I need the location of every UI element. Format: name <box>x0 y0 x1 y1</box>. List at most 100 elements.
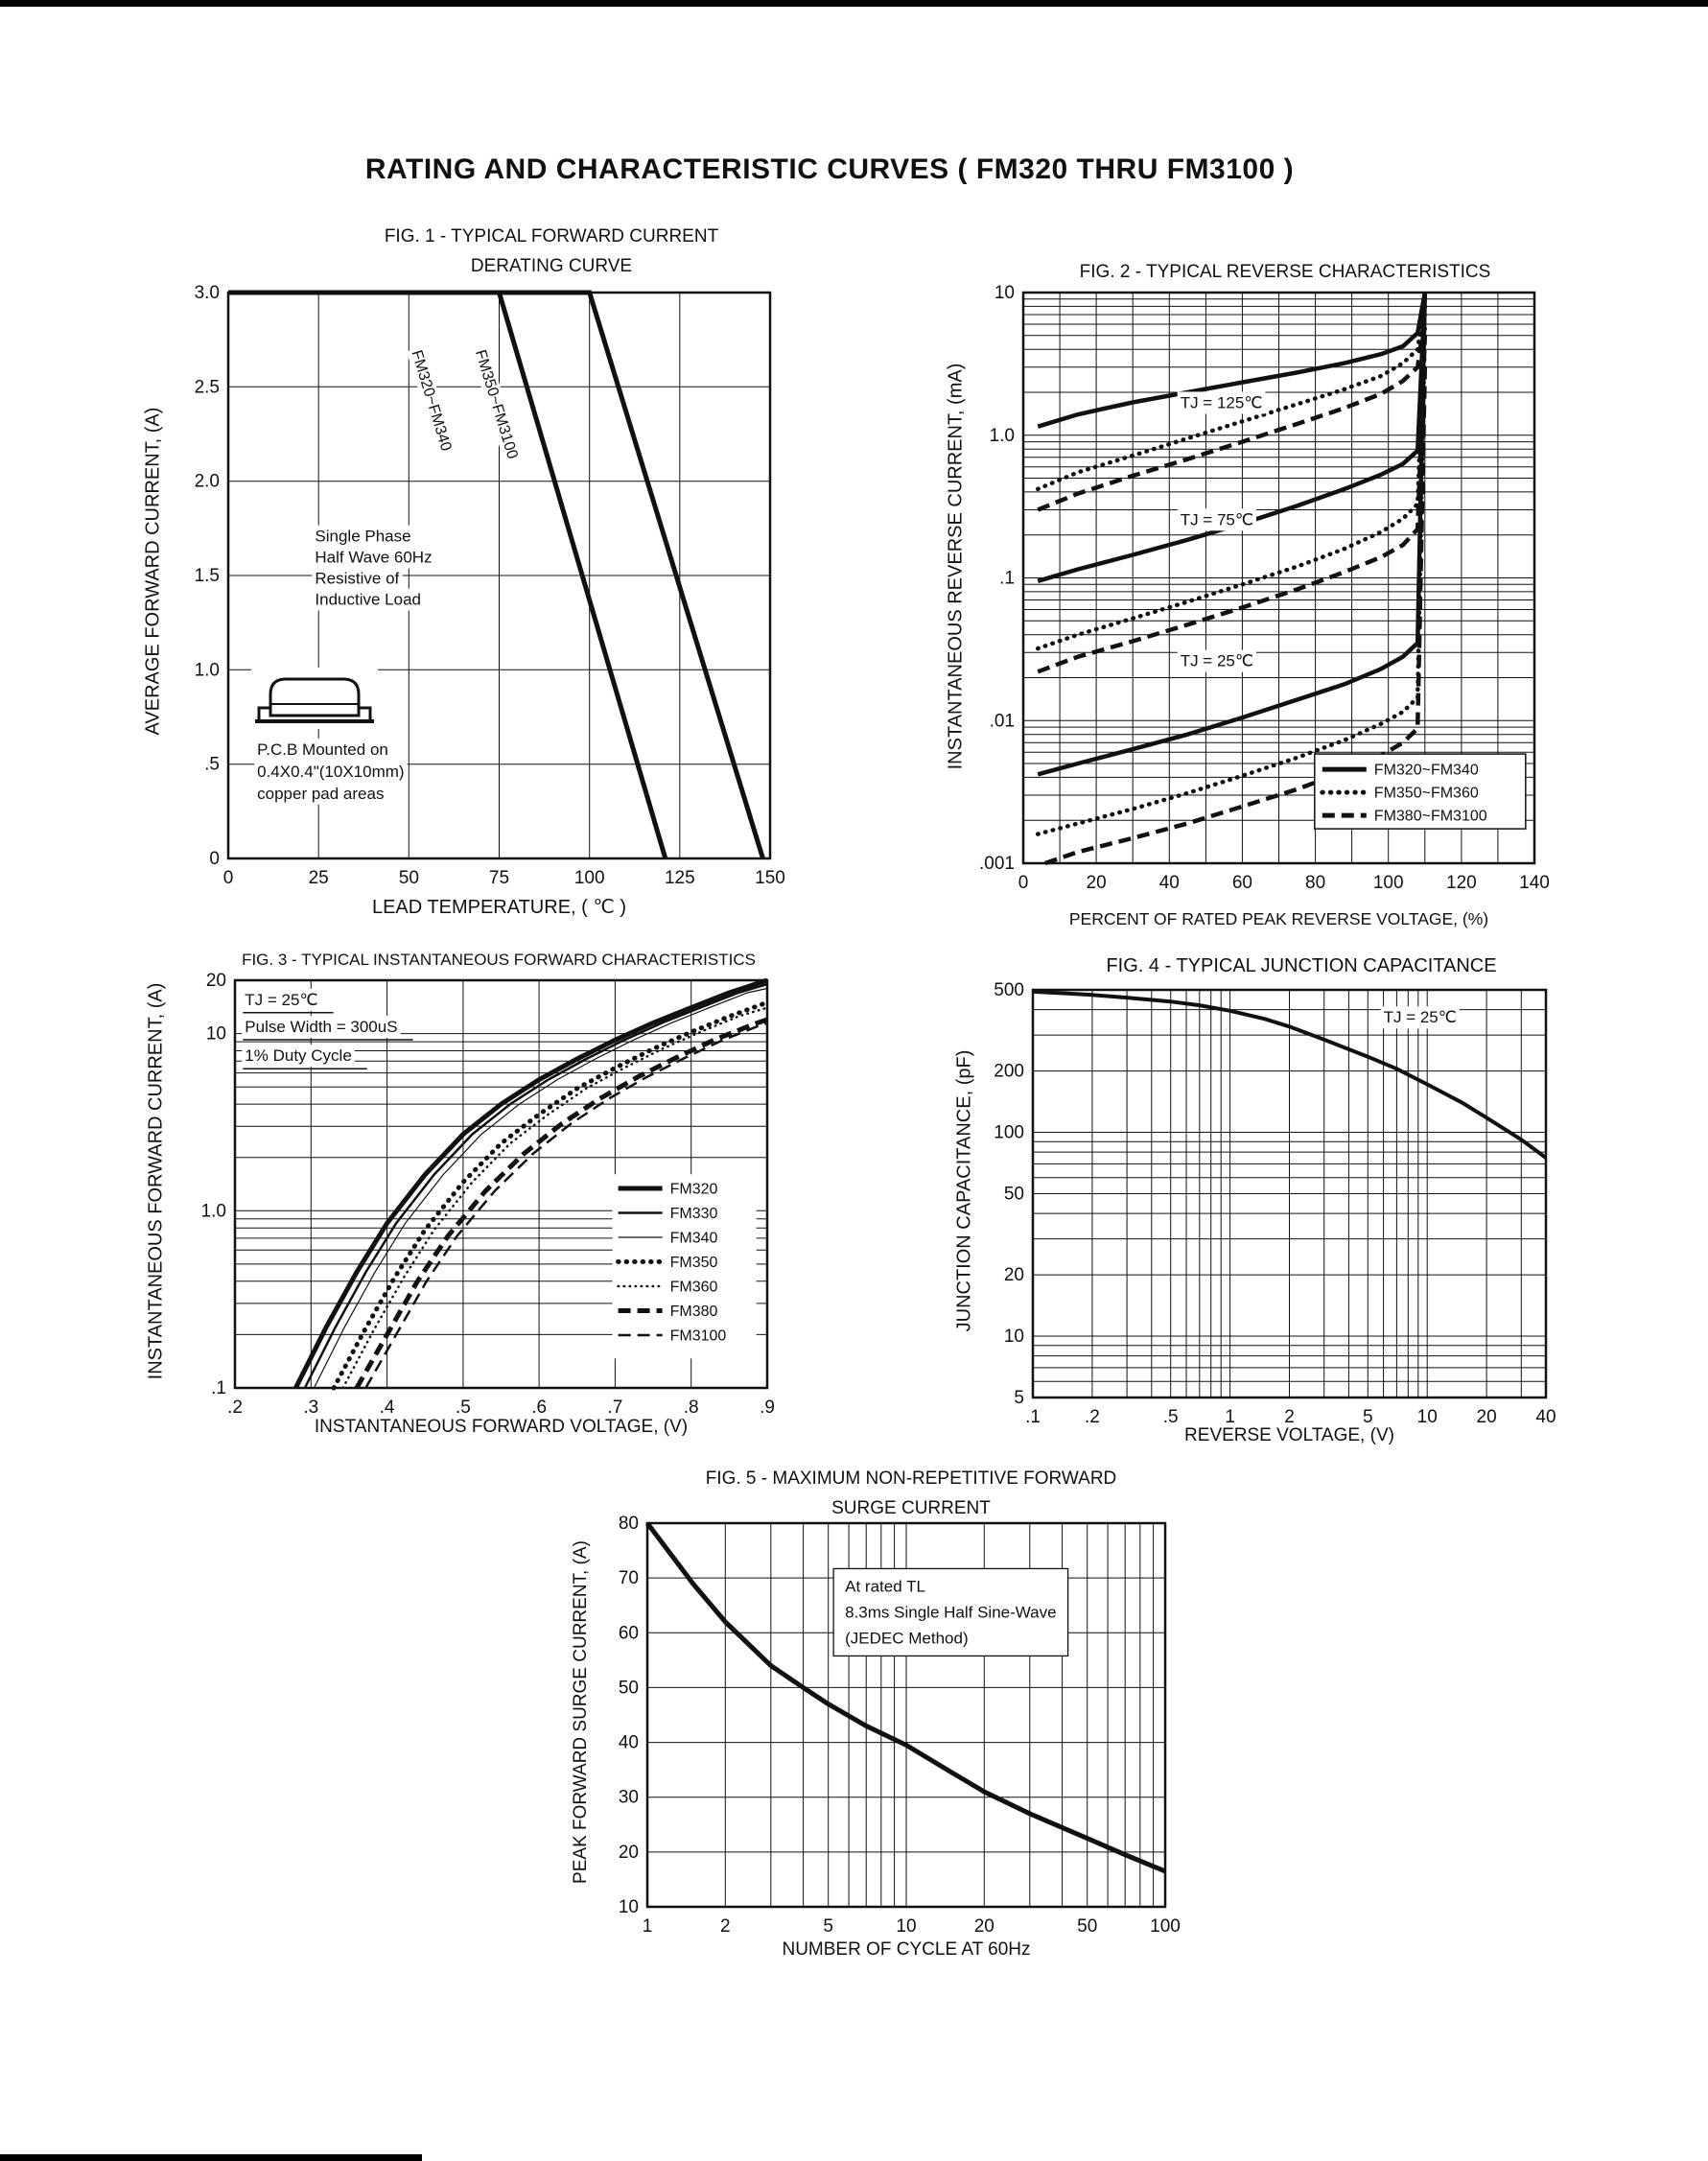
annotation: At rated TL 8.3ms Single Half Sine-Wave (J… <box>832 1567 1069 1657</box>
series-fm320 <box>293 977 768 1390</box>
svg-text:.1: .1 <box>1025 1407 1041 1427</box>
figure-3-title: FIG. 3 - TYPICAL INSTANTANEOUS FORWARD C… <box>182 945 815 975</box>
annotation: TJ = 25℃ <box>242 988 334 1014</box>
svg-text:.2: .2 <box>227 1398 243 1418</box>
series-surge-current <box>645 1521 1166 1874</box>
svg-text:150: 150 <box>755 868 785 888</box>
svg-text:40: 40 <box>1159 873 1180 893</box>
package-outline-icon <box>251 668 378 729</box>
svg-text:.7: .7 <box>607 1398 622 1418</box>
tick-labels: .1 .2 .5 1 2 5 10 20 40 500 200 100 50 20 10 5 <box>994 980 1556 1427</box>
svg-text:.3: .3 <box>303 1398 318 1418</box>
svg-text:80: 80 <box>619 1514 639 1534</box>
annotation: Single Phase Half Wave 60Hz Resistive of In… <box>312 525 435 611</box>
series-fm350-fm360-tj-25c <box>1035 321 1428 836</box>
series-fm350-fm360-tj-125c <box>1035 296 1428 492</box>
tick-labels: 0 20 40 60 80 100 120 140 10 1.0 .1 .01 .001 <box>979 283 1550 893</box>
figure-5-x-axis-label: NUMBER OF CYCLE AT 60Hz <box>782 1939 1031 1960</box>
svg-text:Half Wave 60Hz: Half Wave 60Hz <box>315 549 432 567</box>
annotation: 1% Duty Cycle <box>242 1045 367 1069</box>
svg-text:20: 20 <box>1004 1265 1024 1285</box>
svg-text:FM320~FM340: FM320~FM340 <box>408 348 454 453</box>
svg-text:10: 10 <box>206 1024 226 1045</box>
series-fm350-fm3100 <box>228 290 765 859</box>
series-fm320-fm340-tj-75c <box>1037 292 1428 583</box>
series-fm3100 <box>364 1022 768 1389</box>
svg-text:0: 0 <box>1018 873 1029 893</box>
annotation: Pulse Width = 300uS <box>242 1016 413 1041</box>
svg-text:20: 20 <box>974 1916 994 1937</box>
svg-text:0.4X0.4"(10X10mm): 0.4X0.4"(10X10mm) <box>257 763 404 781</box>
svg-text:40: 40 <box>619 1733 639 1753</box>
svg-text:100: 100 <box>574 868 605 888</box>
svg-text:80: 80 <box>1305 873 1325 893</box>
svg-text:50: 50 <box>619 1678 639 1698</box>
svg-text:.01: .01 <box>990 711 1015 731</box>
annotation: TJ = 75℃ <box>1177 508 1256 531</box>
svg-text:.8: .8 <box>684 1398 699 1418</box>
tick-labels: .2 .3 .4 .5 .6 .7 .8 .9 20 10 1.0 .1 <box>201 971 775 1418</box>
svg-text:125: 125 <box>665 868 695 888</box>
figure-4-chart: .1 .2 .5 1 2 5 10 20 40 500 200 100 50 20 10 5 TJ = 25℃ <box>994 980 1556 1427</box>
svg-text:0: 0 <box>209 849 220 869</box>
figure-1-title-line2: DERATING CURVE <box>470 256 633 276</box>
svg-text:100: 100 <box>1373 873 1404 893</box>
tick-labels: 1 2 5 10 20 50 100 80 70 60 50 40 30 20 10 <box>619 1514 1181 1937</box>
svg-text:120: 120 <box>1446 873 1477 893</box>
svg-text:20: 20 <box>206 971 226 991</box>
svg-text:FM350~FM3100: FM350~FM3100 <box>472 348 521 461</box>
series-fm380-fm3100-tj-25c <box>1044 366 1428 866</box>
annotation: TJ = 25℃ <box>1380 1006 1460 1029</box>
svg-text:140: 140 <box>1519 873 1550 893</box>
svg-text:.2: .2 <box>1085 1407 1100 1427</box>
figure-4-title-line1: FIG. 4 - TYPICAL JUNCTION CAPACITANCE <box>1106 955 1497 976</box>
series-fm380-fm3100-tj-75c <box>1037 335 1428 674</box>
svg-text:1% Duty Cycle: 1% Duty Cycle <box>245 1046 351 1065</box>
figure-2-title: FIG. 2 - TYPICAL REVERSE CHARACTERISTICS <box>997 257 1573 287</box>
series-junction-capacitance <box>1032 989 1548 1160</box>
legend: FM320 FM330 FM340 FM350 FM360 FM380 FM3100 <box>612 1174 757 1359</box>
figure-1-y-axis-label: AVERAGE FORWARD CURRENT, (A) <box>142 407 164 736</box>
figure-5-title-line1: FIG. 5 - MAXIMUM NON-REPETITIVE FORWARD <box>705 1468 1117 1489</box>
series-fm320-fm340-tj-125c <box>1037 292 1428 429</box>
svg-text:30: 30 <box>619 1788 639 1808</box>
svg-text:10: 10 <box>896 1916 916 1937</box>
legend-label-fm360: FM360 <box>670 1280 718 1296</box>
series-fm380 <box>354 1017 768 1390</box>
svg-text:1: 1 <box>1225 1407 1235 1427</box>
series-lines <box>1035 292 1428 866</box>
tick-labels: 0 25 50 75 100 125 150 3.0 2.5 2.0 1.5 1.0 .5 0 <box>195 283 785 888</box>
series-lines <box>1032 989 1548 1160</box>
figure-5-chart: 1 2 5 10 20 50 100 80 70 60 50 40 30 20 10 At rated TL 8… <box>619 1514 1181 1937</box>
svg-text:Inductive Load: Inductive Load <box>315 591 421 609</box>
plot-border <box>1031 988 1548 1399</box>
annotation: TJ = 25℃ <box>1177 649 1256 672</box>
svg-text:50: 50 <box>1077 1916 1097 1937</box>
svg-text:Pulse Width = 300uS: Pulse Width = 300uS <box>245 1018 397 1036</box>
svg-text:2: 2 <box>1284 1407 1295 1427</box>
legend: FM320~FM340 FM350~FM360 FM380~FM3100 <box>1314 753 1527 830</box>
plot-border <box>1021 291 1536 865</box>
figure-3-y-axis-label: INSTANTANEOUS FORWARD CURRENT, (A) <box>145 982 167 1380</box>
figure-1-title: FIG. 1 - TYPICAL FORWARD CURRENT DERATIN… <box>283 222 820 281</box>
svg-text:40: 40 <box>1535 1407 1556 1427</box>
figure-2-y-axis-label: INSTANTANEOUS REVERSE CURRENT, (mA) <box>945 363 967 770</box>
svg-text:50: 50 <box>399 868 419 888</box>
scan-artifact-top <box>0 0 1708 7</box>
svg-text:2.0: 2.0 <box>195 472 220 492</box>
figure-5-y-axis-label: PEAK FORWARD SURGE CURRENT, (A) <box>571 1540 591 1884</box>
svg-text:10: 10 <box>619 1897 639 1917</box>
legend-label-fm320-fm340: FM320~FM340 <box>1374 763 1479 779</box>
figure-3-x-axis-label: INSTANTANEOUS FORWARD VOLTAGE, (V) <box>314 1417 689 1437</box>
figure-5-title-line2: SURGE CURRENT <box>831 1498 991 1518</box>
series-fm360 <box>341 1006 769 1390</box>
legend-label-fm380: FM380 <box>670 1304 718 1320</box>
svg-text:.1: .1 <box>999 569 1015 589</box>
svg-text:.9: .9 <box>760 1398 775 1418</box>
svg-text:100: 100 <box>994 1123 1024 1143</box>
svg-text:20: 20 <box>1477 1407 1497 1427</box>
svg-text:1.0: 1.0 <box>201 1201 226 1221</box>
annotations: TJ = 125℃ TJ = 75℃ TJ = 25℃ <box>1177 391 1266 672</box>
series-fm320-fm340-tj-25c <box>1037 292 1428 777</box>
svg-text:Single Phase: Single Phase <box>315 528 410 546</box>
